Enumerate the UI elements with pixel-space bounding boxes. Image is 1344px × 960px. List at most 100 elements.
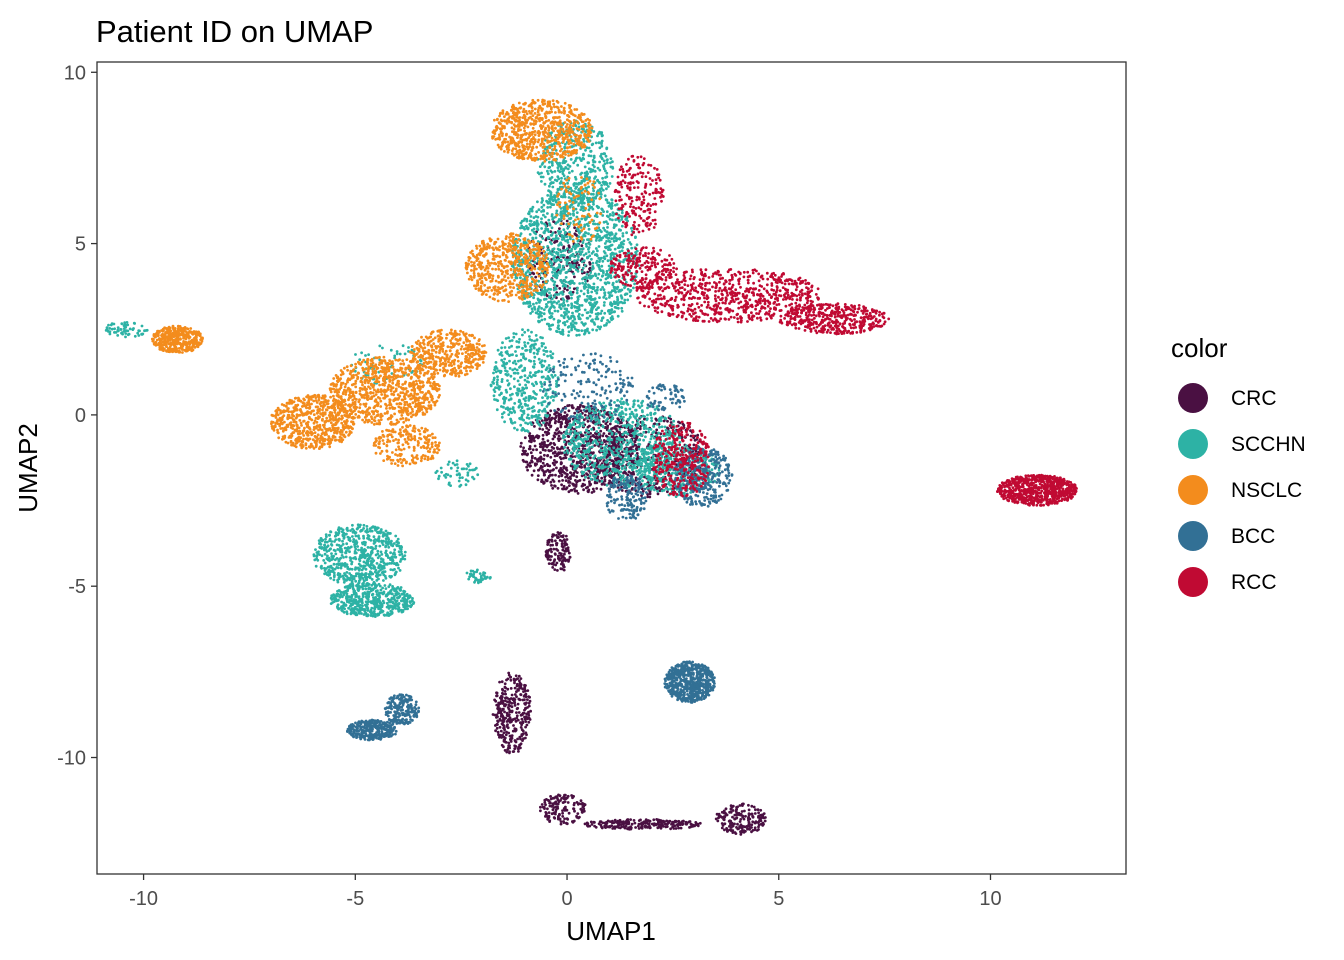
data-point [562,820,565,823]
data-point [680,436,684,440]
data-point [529,371,532,375]
data-point [581,266,585,270]
data-point [521,352,525,356]
data-point [587,224,590,228]
data-point [569,454,573,458]
data-point [609,157,613,161]
data-point [606,161,609,165]
data-point [583,822,587,826]
data-point [523,378,527,382]
data-point [573,411,577,415]
data-point [554,553,557,556]
data-point [551,566,555,569]
data-point [602,220,606,224]
data-point [524,383,527,387]
data-point [607,246,611,249]
data-point [512,724,515,727]
data-point [543,441,546,445]
data-point [507,346,511,349]
data-point [515,716,519,720]
data-point [571,311,574,315]
data-point [561,264,565,268]
data-point [639,818,642,822]
data-point [574,177,578,181]
data-point [602,420,605,423]
data-point [675,463,678,466]
data-point [607,432,611,436]
data-point [572,265,576,269]
data-point [508,367,512,370]
data-point [549,425,552,429]
data-point [519,423,523,427]
data-point [542,208,545,212]
data-point [563,487,567,491]
data-point [583,171,587,175]
data-point [595,328,598,332]
data-point [573,427,576,431]
data-point [518,698,522,702]
data-point [559,471,562,475]
data-point [577,333,581,337]
data-point [570,296,573,300]
data-point [509,419,513,422]
data-point [626,287,630,291]
data-point [648,824,651,828]
data-point [541,461,545,465]
data-point [620,309,624,313]
data-point [555,466,558,470]
data-point [577,317,581,320]
data-point [632,435,636,438]
data-point [559,822,563,826]
data-point [548,377,551,381]
data-point [592,154,596,158]
data-point [505,730,508,734]
data-point [593,272,597,276]
data-point [576,258,580,261]
data-point [516,379,520,383]
data-point [568,404,571,407]
data-point [521,739,524,742]
data-point [669,421,673,424]
data-point [666,419,669,423]
data-point [559,270,563,273]
data-point [549,233,553,237]
data-point [575,289,579,292]
data-point [609,205,613,209]
data-point [543,286,546,289]
data-point [496,715,499,719]
data-point [592,222,595,226]
data-point [595,291,599,295]
data-point [570,488,574,492]
data-point [551,248,555,251]
data-point [599,288,603,291]
data-point [536,478,540,482]
data-point [631,470,635,474]
data-point [729,828,733,832]
data-point [610,198,614,202]
data-point [566,473,569,476]
data-point [757,816,760,819]
data-point [563,195,567,199]
data-point [501,720,505,724]
data-point [587,227,591,231]
data-point [563,446,566,449]
data-point [566,241,570,244]
data-point [542,375,545,379]
data-point [498,725,502,729]
data-point [495,380,499,384]
data-point [541,396,544,399]
data-point [585,409,588,413]
data-point [609,161,612,165]
data-point [522,418,525,422]
data-point [754,821,757,825]
data-point [565,419,568,423]
data-point [515,684,519,688]
data-point [523,436,527,440]
data-point [608,469,611,472]
data-point [515,345,519,349]
data-point [637,447,641,451]
data-point [592,282,596,286]
data-point [583,223,587,227]
data-point [579,197,582,201]
data-point [501,723,505,727]
